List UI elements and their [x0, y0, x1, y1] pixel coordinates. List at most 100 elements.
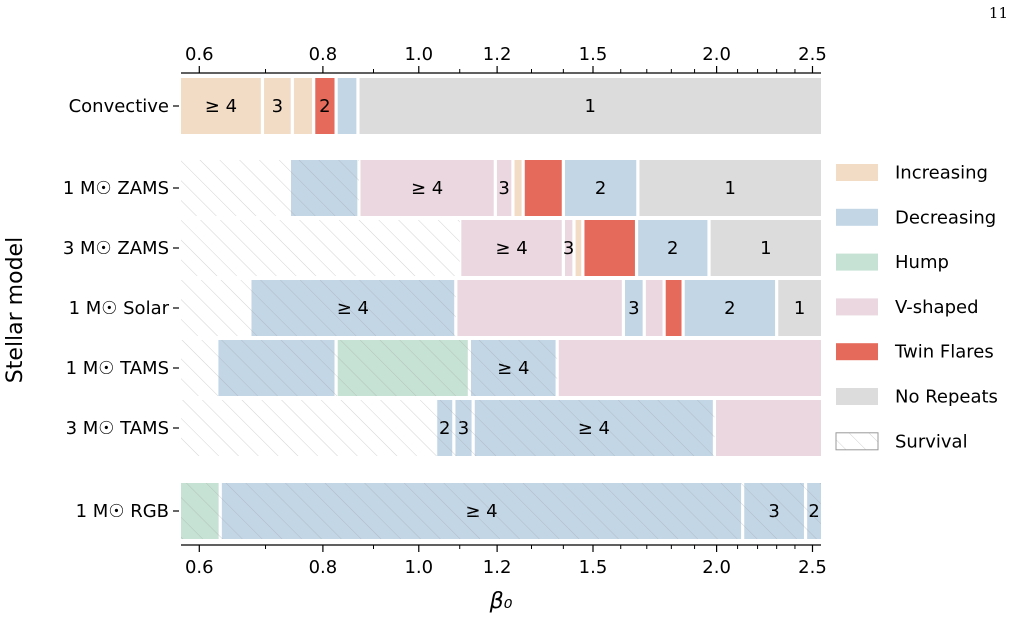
row-2: ≥ 4 3 2 1 3 M☉ ZAMS	[63, 220, 821, 276]
segment-label: 2	[724, 298, 735, 319]
top-tick-label: 2.5	[798, 44, 827, 65]
legend-swatch	[836, 388, 878, 405]
segment-label: ≥ 4	[411, 178, 443, 199]
segment-label: 3	[628, 298, 639, 319]
bar-segment	[558, 340, 821, 396]
top-tick-label: 1.5	[579, 44, 608, 65]
row-label: 1 M☉ ZAMS	[63, 178, 169, 199]
legend-swatch	[836, 298, 878, 316]
bottom-tick-label: 1.2	[483, 557, 512, 578]
bar-segment	[584, 220, 635, 276]
row-5: 23≥ 43 M☉ TAMS	[66, 400, 821, 456]
bar-segment	[264, 78, 291, 134]
bar-segment	[564, 220, 573, 276]
segment-label: 1	[724, 178, 735, 199]
legend-label: V-shaped	[895, 297, 979, 318]
segment-label: 1	[585, 96, 596, 117]
legend-swatch	[836, 253, 878, 271]
segment-label: 3	[563, 238, 574, 259]
legend-label: Increasing	[895, 163, 988, 184]
bottom-tick-label: 2.0	[702, 557, 731, 578]
segment-label: 3	[272, 96, 283, 117]
axes: 0.6 0.6 0.8 0.8 1.0 1.0 1.2 1.2 1.5 1.5 2.0 2.0 2.5 2…	[181, 44, 827, 578]
survival-hatch	[181, 280, 456, 336]
legend-item: Twin Flares	[836, 342, 994, 363]
segment-label: 2	[595, 178, 606, 199]
survival-hatch	[181, 483, 821, 539]
survival-hatch	[181, 400, 715, 456]
top-tick-label: 0.6	[185, 44, 214, 65]
x-axis-title: β₀	[489, 589, 513, 614]
top-tick-label: 1.0	[404, 44, 433, 65]
row-label: 3 M☉ ZAMS	[63, 238, 169, 259]
bar-segment	[496, 160, 512, 216]
legend-label: Twin Flares	[894, 342, 994, 363]
segment-label: 3	[498, 178, 509, 199]
bar-segment	[181, 78, 261, 134]
top-tick-label: 2.0	[702, 44, 731, 65]
bar-segment	[638, 220, 708, 276]
survival-hatch	[181, 220, 460, 276]
bar-segment	[710, 220, 821, 276]
legend-label: Survival	[895, 431, 968, 452]
bar-segments: ≥ 4 3 2 1 Convective ≥ 4 3 2 1 1 M☉ ZAMS ≥ 4 3 2 1 3 M…	[63, 78, 821, 539]
bar-segment	[625, 280, 643, 336]
bar-segment	[337, 78, 357, 134]
bar-segment	[575, 220, 582, 276]
bar-segment	[524, 160, 562, 216]
row-label: Convective	[69, 96, 169, 117]
row-label: 1 M☉ Solar	[69, 298, 170, 319]
row-0: ≥ 4 3 2 1 Convective	[69, 78, 821, 134]
legend-label: Hump	[895, 252, 949, 273]
legend-label: Decreasing	[895, 207, 996, 228]
legend-item: Increasing	[836, 163, 988, 184]
row-label: 1 M☉ TAMS	[66, 358, 169, 379]
segment-label: ≥ 4	[495, 238, 527, 259]
segment-label: 1	[760, 238, 771, 259]
bottom-tick-label: 0.8	[309, 557, 338, 578]
segment-label: 2	[667, 238, 678, 259]
bar-segment	[564, 160, 637, 216]
top-tick-label: 1.2	[483, 44, 512, 65]
bar-segment	[716, 400, 821, 456]
bottom-tick-label: 1.5	[579, 557, 608, 578]
legend-item: Hump	[836, 252, 949, 273]
bar-segment	[359, 78, 821, 134]
bar-segment	[293, 78, 313, 134]
survival-hatch	[181, 340, 558, 396]
legend-swatch	[836, 343, 878, 361]
legend-item: Survival	[835, 431, 968, 452]
legend: Increasing Decreasing Hump V-shaped Twin Fla…	[835, 163, 998, 452]
bar-segment	[360, 160, 494, 216]
bar-segment	[645, 280, 663, 336]
top-tick-label: 0.8	[309, 44, 338, 65]
bar-segment	[315, 78, 335, 134]
legend-swatch	[836, 164, 878, 181]
legend-swatch	[836, 208, 878, 226]
survival-hatch	[181, 160, 359, 216]
bottom-tick-label: 1.0	[404, 557, 433, 578]
legend-swatch-hatch	[836, 432, 878, 450]
row-4: ≥ 41 M☉ TAMS	[66, 340, 821, 396]
bar-segment	[684, 280, 776, 336]
bar-segment	[639, 160, 821, 216]
bottom-tick-label: 0.6	[185, 557, 214, 578]
bar-segment	[457, 280, 622, 336]
page-number: 11	[988, 4, 1008, 22]
bar-segment	[514, 160, 522, 216]
bar-segment	[461, 220, 562, 276]
legend-item: No Repeats	[836, 387, 998, 408]
row-label: 1 M☉ RGB	[76, 501, 169, 522]
bar-segment	[665, 280, 682, 336]
bottom-tick-label: 2.5	[798, 557, 827, 578]
segment-label: 2	[319, 96, 330, 117]
legend-label: No Repeats	[895, 387, 998, 408]
segment-label: 1	[794, 298, 805, 319]
legend-item: Decreasing	[836, 207, 996, 228]
y-axis-title: Stellar model	[3, 237, 28, 383]
row-1: ≥ 4 3 2 1 1 M☉ ZAMS	[63, 160, 821, 216]
row-label: 3 M☉ TAMS	[66, 418, 169, 439]
